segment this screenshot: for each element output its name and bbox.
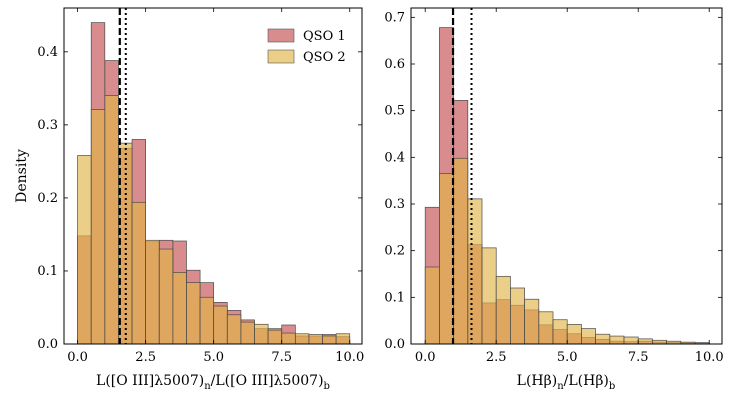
left-bar-qso2: [240, 321, 255, 345]
right-y-tick-label: 0.4: [384, 150, 405, 165]
right-bar-qso2: [481, 247, 497, 345]
left-y-tick-label: 0.3: [37, 118, 58, 133]
right-bar-qso2: [566, 324, 582, 345]
y-axis-label: Density: [14, 149, 30, 203]
left-bar-qso2: [294, 333, 310, 345]
left-bar-qso2: [226, 314, 242, 345]
left-x-tick-label: 7.5: [271, 350, 292, 365]
left-bar-qso2: [254, 323, 269, 345]
left-y-tick-label: 0.4: [37, 45, 58, 60]
right-bar-qso2: [623, 336, 639, 345]
right-bar-qso2: [581, 328, 596, 345]
left-x-tick-label: 5.0: [203, 350, 224, 365]
right-bar-qso2: [439, 173, 454, 345]
left-bar-qso2: [77, 155, 92, 345]
right-y-tick-label: 0.6: [384, 57, 405, 72]
left-y-tick-label: 0.0: [37, 337, 58, 352]
right-reference-lines: [451, 8, 473, 344]
left-y-tick-label: 0.1: [37, 264, 58, 279]
left-reference-lines: [118, 8, 127, 344]
left-panel: 0.0 2.5 5.0 7.5 10.0 0.0 0.1 0.2 0.3 0.4 L([O II…: [14, 7, 364, 392]
right-x-tick-label: 5.0: [557, 350, 578, 365]
left-axes-frame: [63, 7, 363, 345]
right-x-tick-label: 0.0: [415, 350, 436, 365]
right-bar-qso2: [524, 298, 540, 345]
right-bar-qso2: [552, 319, 568, 345]
right-bar-qso2: [424, 266, 440, 345]
right-axes-frame: [410, 7, 723, 345]
right-x-tick-label: 7.5: [628, 350, 649, 365]
legend: QSO 1 QSO 2: [267, 28, 346, 65]
left-bar-qso2: [213, 305, 228, 345]
right-y-tick-label: 0.5: [384, 104, 405, 119]
right-bar-qso2: [652, 339, 667, 345]
left-bar-qso2: [199, 296, 215, 345]
right-bar-qso2: [453, 157, 469, 345]
right-y-ticks: 0.0 0.1 0.2 0.3 0.4 0.5 0.6 0.7: [384, 10, 722, 352]
left-bar-qso2: [281, 332, 296, 345]
left-bar-qso2: [158, 248, 174, 345]
left-bar-qso2: [104, 95, 119, 345]
right-bar-qso2: [538, 311, 554, 345]
left-x-tick-label: 2.5: [135, 350, 156, 365]
right-y-tick-label: 0.1: [384, 290, 405, 305]
right-y-tick-label: 0.7: [384, 10, 405, 25]
right-y-tick-label: 0.0: [384, 337, 405, 352]
left-bar-qso2: [186, 282, 201, 345]
right-bar-qso2: [637, 338, 653, 345]
right-bar-qso2: [609, 335, 625, 345]
legend-swatch-qso1: [267, 28, 295, 43]
right-y-tick-label: 0.2: [384, 244, 405, 259]
right-panel: 0.0 2.5 5.0 7.5 10.0 0.00.10.20.30.40.50.60.…: [384, 7, 724, 392]
right-bar-qso2: [495, 275, 511, 345]
left-y-ticks: 0.0 0.1 0.2 0.3 0.4: [37, 45, 362, 352]
left-x-tick-label: 0.0: [67, 350, 88, 365]
left-bar-qso2: [145, 239, 160, 345]
right-x-tick-label: 2.5: [486, 350, 507, 365]
left-bar-qso2: [335, 333, 351, 345]
right-bar-qso2: [595, 333, 611, 345]
left-y-tick-label: 0.2: [37, 191, 58, 206]
left-x-axis-label: L([O III]λ5007)n/L([O III]λ5007)b: [96, 373, 330, 392]
right-bar-qso2: [467, 198, 483, 345]
right-y-tick-label: 0.3: [384, 197, 405, 212]
left-bar-qso2: [308, 334, 323, 345]
legend-label-qso1: QSO 1: [303, 29, 346, 44]
left-bar-qso2: [322, 335, 337, 345]
left-bar-qso2: [90, 109, 106, 345]
right-x-tick-label: 10.0: [695, 350, 724, 365]
left-bar-qso2: [131, 201, 146, 345]
left-x-tick-label: 10.0: [335, 350, 364, 365]
right-histogram-bars: [424, 27, 710, 345]
legend-swatch-qso2: [267, 49, 295, 64]
left-bar-qso2: [172, 272, 187, 345]
right-bar-qso2: [510, 287, 525, 345]
right-x-axis-label: L(Hβ)n/L(Hβ)b: [517, 373, 616, 392]
left-x-ticks: 0.0 2.5 5.0 7.5 10.0: [67, 8, 364, 365]
left-histogram-bars: [77, 22, 351, 345]
legend-label-qso2: QSO 2: [303, 50, 346, 65]
right-x-ticks: 0.0 2.5 5.0 7.5 10.0: [415, 8, 724, 365]
left-bar-qso2: [267, 329, 283, 345]
